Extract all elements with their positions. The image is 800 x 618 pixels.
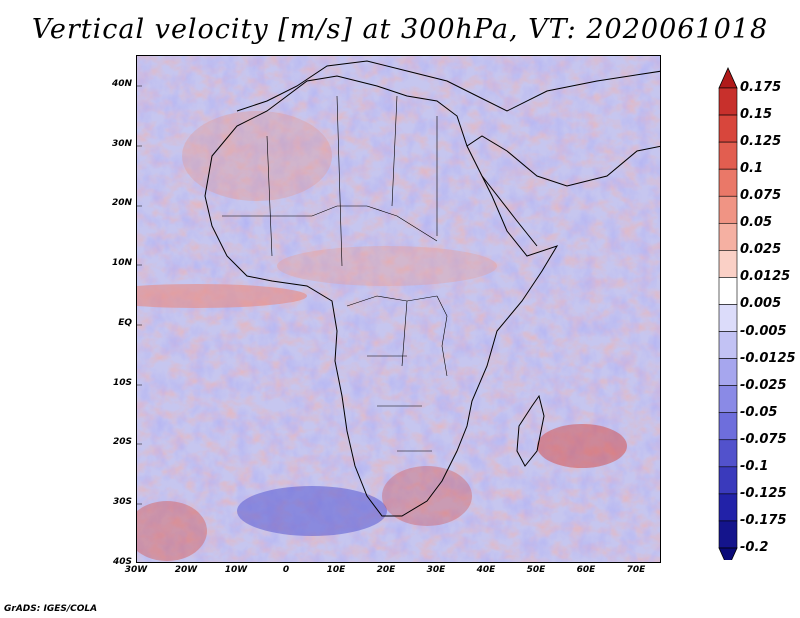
colorbar-swatch bbox=[718, 331, 738, 359]
border-east-central bbox=[401, 295, 448, 377]
lon-tick-label: 70E bbox=[626, 565, 646, 575]
pattern-southern-trough bbox=[237, 486, 387, 536]
lon-tick-label: 50E bbox=[526, 565, 546, 575]
map-title: Vertical velocity [m/s] at 300hPa, VT: 2… bbox=[31, 14, 769, 45]
velocity-map bbox=[136, 55, 661, 563]
arabia-coastline bbox=[466, 135, 660, 247]
colorbar: 0.175 0.15 0.125 0.1 0.075 0.05 0.025 0.0125 0.0… bbox=[715, 60, 800, 569]
colorbar-swatch bbox=[718, 222, 738, 251]
colorbar-label: 0.005 bbox=[740, 296, 782, 312]
lon-tick-label: 40E bbox=[476, 565, 496, 575]
colorbar-label: -0.05 bbox=[740, 404, 778, 420]
colorbar-label: 0.15 bbox=[740, 107, 773, 123]
lon-tick-label: 0 bbox=[282, 565, 290, 575]
pattern-equatorial-band bbox=[137, 284, 307, 308]
pattern-north-africa bbox=[182, 111, 332, 201]
colorbar-swatch bbox=[718, 304, 738, 332]
colorbar-label: -0.005 bbox=[740, 323, 787, 339]
colorbar-swatch bbox=[718, 466, 738, 495]
credit-text: GrADS: IGES/COLA bbox=[4, 604, 98, 614]
border-sahara-south bbox=[222, 205, 438, 242]
colorbar-label: 0.175 bbox=[740, 80, 782, 95]
lat-tick-label: 10S bbox=[112, 377, 132, 388]
lat-tick-label: 10N bbox=[111, 258, 132, 269]
europe-coastline bbox=[236, 60, 660, 112]
lon-tick-label: 30E bbox=[426, 565, 446, 575]
lon-tick-label: 20W bbox=[174, 565, 198, 575]
colorbar-swatch bbox=[718, 168, 738, 197]
colorbar-swatch bbox=[718, 114, 738, 143]
madagascar-coastline bbox=[516, 394, 545, 467]
colorbar-bottom-arrow bbox=[718, 547, 738, 569]
colorbar-label: -0.125 bbox=[740, 485, 787, 501]
colorbar-swatch bbox=[718, 195, 738, 224]
colorbar-label: 0.0125 bbox=[740, 269, 791, 285]
map-svg bbox=[137, 56, 660, 562]
border-vertical-lines bbox=[266, 95, 438, 267]
lat-tick-label: 40N bbox=[111, 78, 132, 89]
colorbar-label: 0.125 bbox=[740, 134, 782, 150]
colorbar-label: 0.1 bbox=[740, 161, 764, 177]
pattern-sahel bbox=[277, 246, 497, 286]
lon-tick-label: 10E bbox=[326, 565, 346, 575]
map-grid-ticks bbox=[137, 85, 142, 505]
pattern-south-africa bbox=[382, 466, 472, 526]
colorbar-label: 0.05 bbox=[740, 215, 773, 231]
lat-tick-label: 30S bbox=[112, 497, 132, 508]
colorbar-svg bbox=[718, 67, 738, 569]
colorbar-swatch bbox=[718, 520, 738, 549]
colorbar-label: -0.025 bbox=[740, 377, 787, 393]
pattern-southwest-band bbox=[137, 501, 207, 561]
colorbar-swatch bbox=[718, 87, 738, 116]
colorbar-swatch bbox=[718, 493, 738, 522]
colorbar-swatch bbox=[718, 250, 738, 278]
pattern-indian-ocean-band bbox=[537, 424, 627, 468]
colorbar-swatch bbox=[718, 412, 738, 441]
field-texture bbox=[137, 56, 660, 562]
colorbar-swatch bbox=[718, 358, 738, 386]
colorbar-swatch bbox=[718, 141, 738, 170]
colorbar-swatch bbox=[718, 385, 738, 414]
border-central-south bbox=[346, 295, 438, 452]
africa-coastline bbox=[204, 75, 559, 517]
lon-tick-label: 10W bbox=[224, 565, 248, 575]
lat-tick-label: 30N bbox=[111, 138, 132, 149]
colorbar-swatch bbox=[718, 439, 738, 468]
colorbar-label: 0.075 bbox=[740, 188, 782, 204]
lon-tick-label: 30W bbox=[124, 565, 148, 575]
colorbar-label: -0.2 bbox=[740, 540, 769, 555]
lat-tick-label: 20N bbox=[111, 198, 132, 209]
lat-tick-label: EQ bbox=[118, 317, 132, 328]
colorbar-label: -0.0125 bbox=[740, 350, 796, 366]
colorbar-label: 0.025 bbox=[740, 242, 782, 258]
colorbar-label: -0.075 bbox=[740, 431, 787, 447]
colorbar-top-arrow bbox=[718, 67, 738, 89]
lon-tick-label: 60E bbox=[576, 565, 596, 575]
coastlines bbox=[204, 60, 660, 517]
lon-tick-label: 20E bbox=[376, 565, 396, 575]
colorbar-swatch bbox=[718, 277, 738, 305]
colorbar-label: -0.1 bbox=[740, 458, 769, 474]
country-borders bbox=[222, 95, 448, 452]
colorbar-label: -0.175 bbox=[740, 512, 787, 528]
lat-tick-label: 20S bbox=[112, 437, 132, 448]
lat-tick-label: 40S bbox=[112, 557, 132, 567]
